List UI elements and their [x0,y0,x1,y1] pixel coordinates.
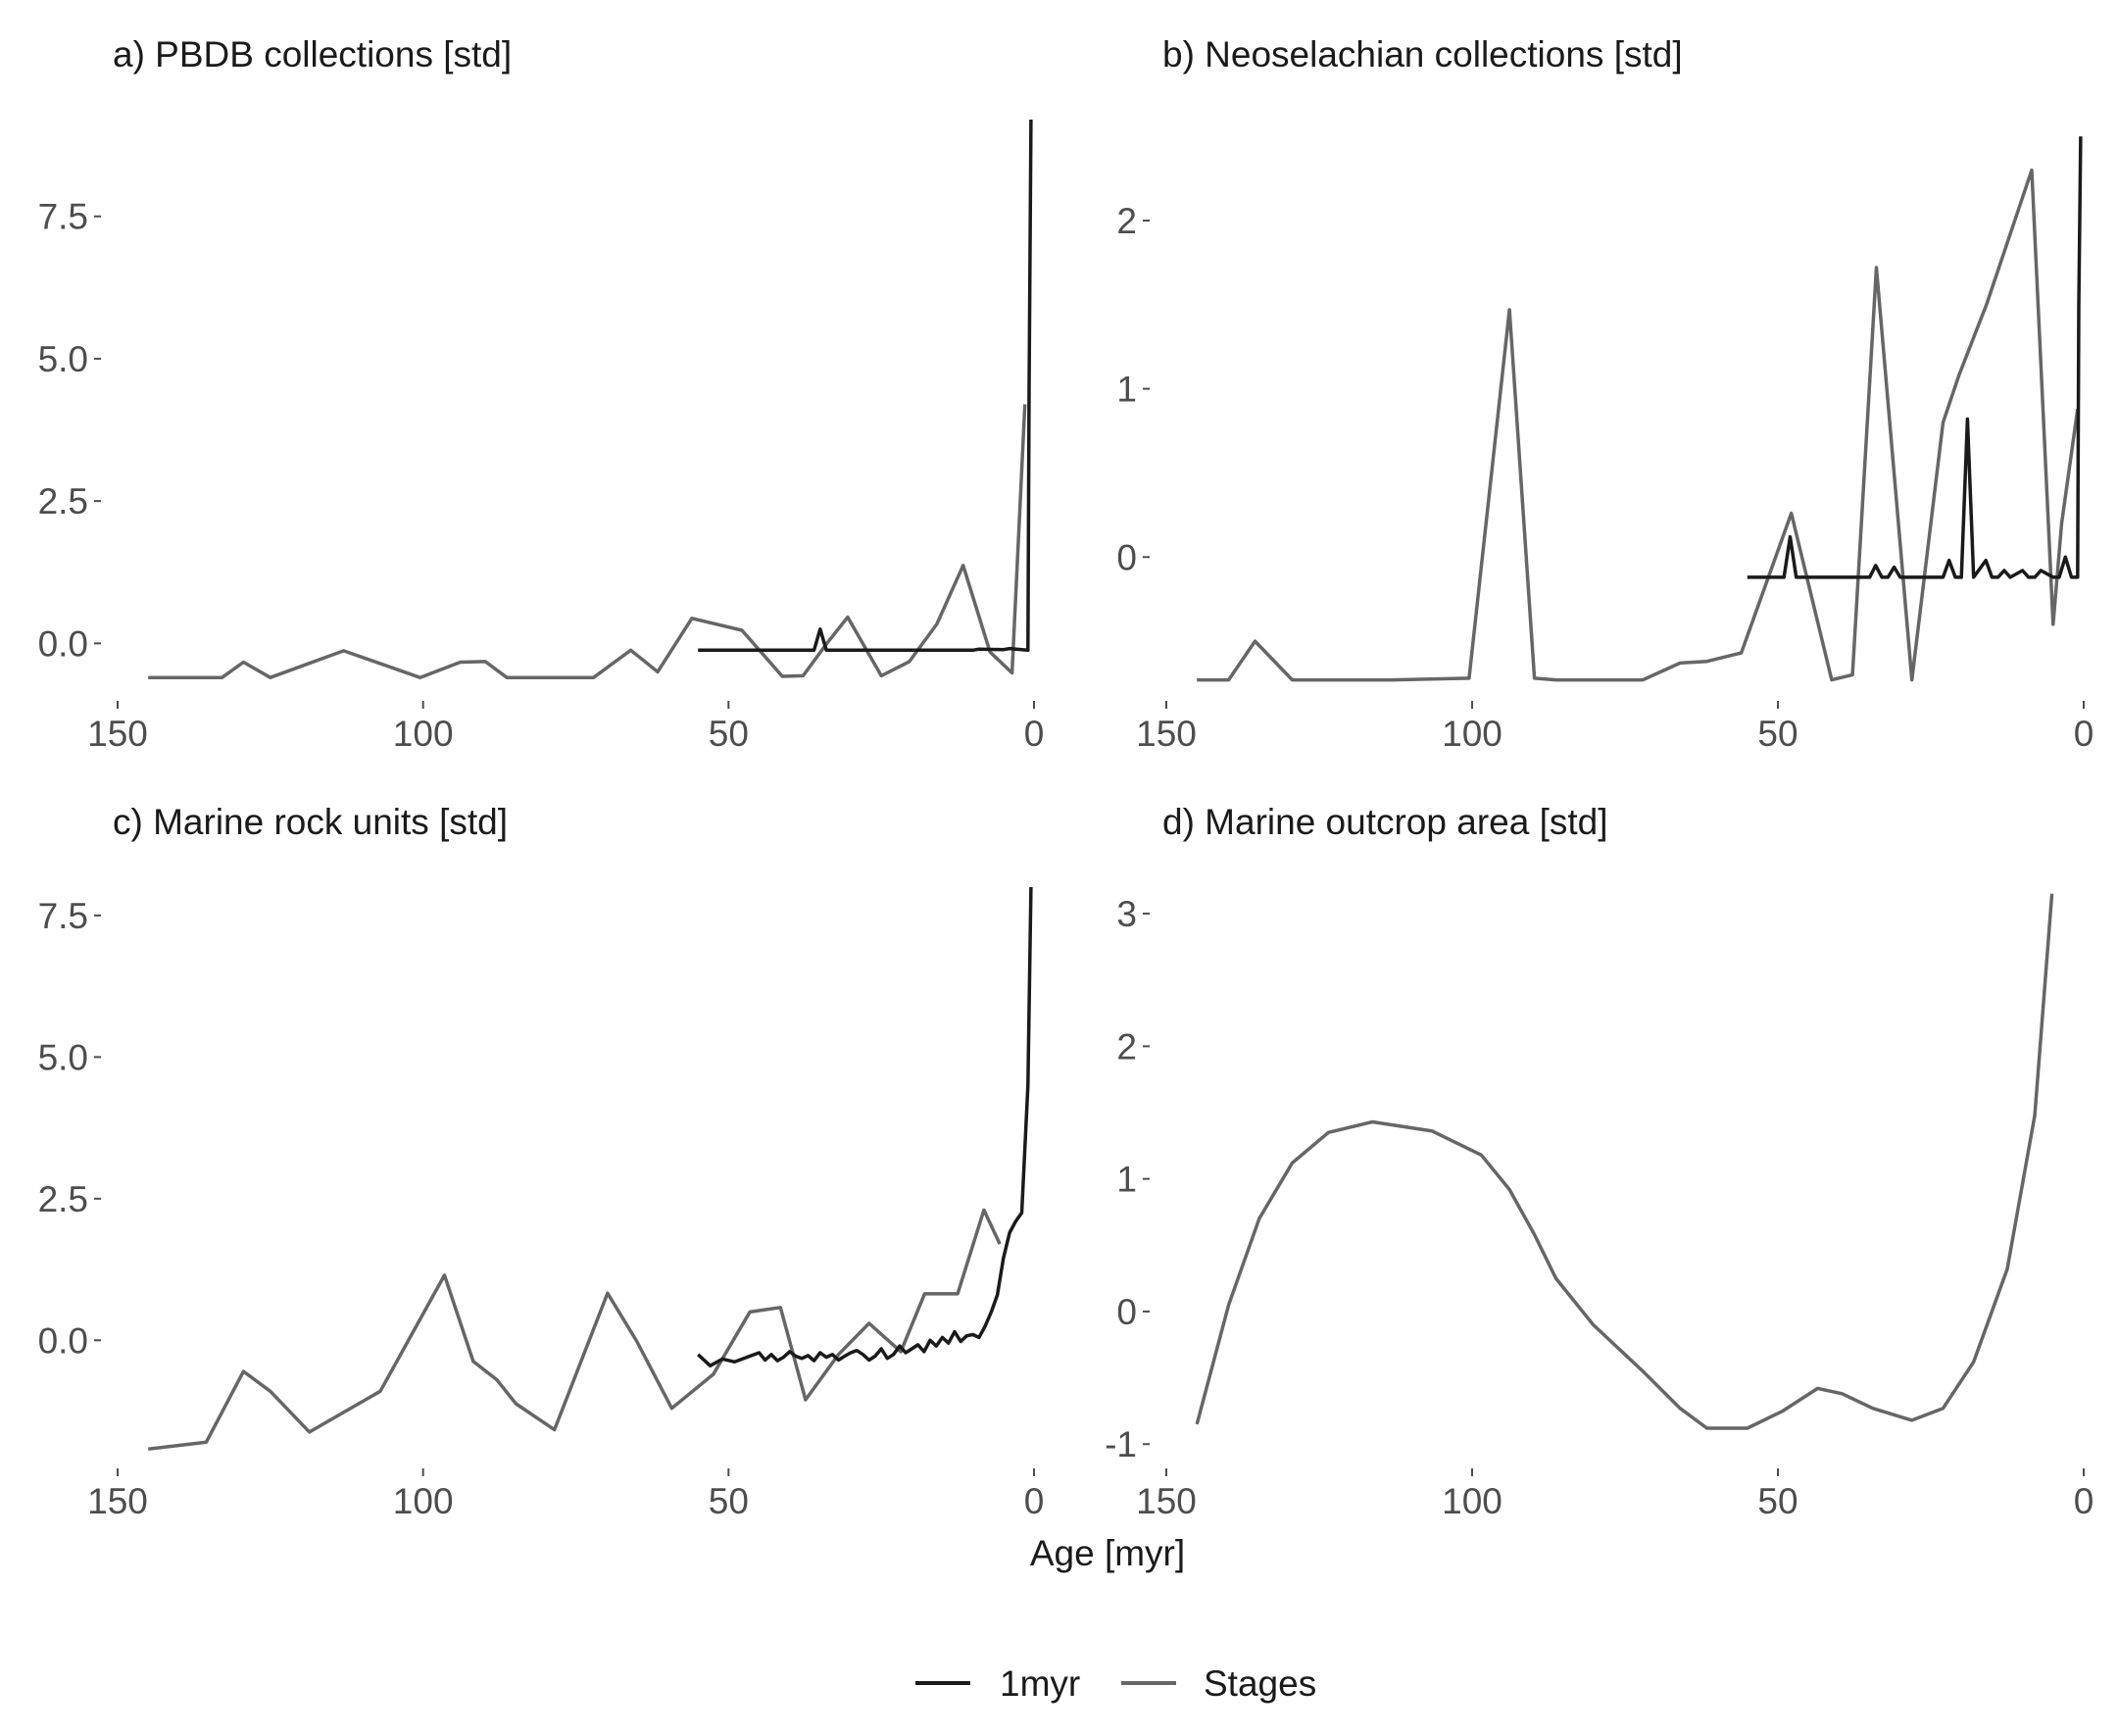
panel-a-y-tick-label: 0.0 [38,623,88,664]
panel-d-series [1195,893,2054,1430]
panel-d-x-tick-label: 50 [1757,1481,1798,1521]
panel-a-x-tick-label: 150 [87,714,148,754]
panel-c-y-tick-label: 2.5 [38,1179,88,1219]
panel-d-y-tick-label: 1 [1116,1160,1137,1200]
panel-a-y-tick-label: 2.5 [38,481,88,521]
panel-d-y-tick-label: -1 [1105,1424,1137,1464]
panel-c-y-tick-label: 0.0 [38,1320,88,1361]
panel-b-series-1myr [1747,136,2083,579]
panel-a-y-axis: 0.0 2.5 5.0 7.5 [38,197,101,664]
panel-b-y-axis: 0 1 2 [1116,201,1150,577]
panel-d-x-tick-label: 100 [1442,1481,1502,1521]
panel-d-y-axis: -1 0 1 2 3 [1105,894,1150,1464]
panel-c-x-tick-label: 0 [1024,1481,1045,1521]
panel-b: b) Neoselachian collections [std] 0 1 2 15… [1116,34,2093,754]
panel-b-series [1197,136,2083,682]
panel-a-series [148,119,1033,679]
panel-c-series [147,886,1033,1452]
panel-b-title: b) Neoselachian collections [std] [1162,34,1683,74]
panel-c: c) Marine rock units [std] 0.02.55.07.5 … [38,802,1045,1521]
legend-label-1myr: 1myr [1000,1663,1080,1704]
panel-d-title: d) Marine outcrop area [std] [1162,802,1608,842]
panel-b-y-tick-label: 1 [1116,370,1137,410]
panel-b-x-tick-label: 50 [1757,714,1798,754]
panel-a: a) PBDB collections [std] 0.0 2.5 5.0 7.5 1… [38,34,1045,754]
panel-d-series-stages [1195,893,2054,1430]
panel-c-x-axis: 150 100 50 0 [87,1468,1044,1521]
panel-a-series-1myr [698,119,1033,653]
panel-a-y-tick-label: 5.0 [38,339,88,379]
panel-a-x-tick-label: 0 [1024,714,1045,754]
panel-c-x-tick-label: 100 [393,1481,454,1521]
panel-b-x-tick-label: 150 [1136,714,1197,754]
panel-c-y-axis: 0.0 2.5 5.0 7.5 [38,896,101,1361]
panel-b-x-tick-label: 100 [1442,714,1502,754]
panel-a-y-tick-label: 7.5 [38,197,88,237]
panel-b-y-tick-label: 2 [1116,201,1137,241]
panel-c-y-tick-label: 5.0 [38,1037,88,1077]
panel-b-x-axis: 150 100 50 0 [1136,701,2093,754]
panel-a-x-tick-label: 50 [709,714,749,754]
panel-b-series-stages [1197,168,2080,682]
panel-d-y-tick-label: 0 [1116,1292,1137,1332]
panel-d-y-tick-label: 3 [1116,894,1137,934]
panel-c-series-1myr [697,886,1033,1368]
panel-c-y-tick-label: 7.5 [38,896,88,936]
x-axis-title: Age [myr] [1030,1533,1185,1573]
panel-c-title: c) Marine rock units [std] [113,802,508,842]
panel-a-series-stages [148,404,1027,679]
panel-d-x-tick-label: 150 [1136,1481,1197,1521]
panel-a-x-tick-label: 100 [393,714,454,754]
panel-c-x-tick-label: 50 [709,1481,749,1521]
panel-d-x-tick-label: 0 [2074,1481,2094,1521]
legend: 1myr Stages [915,1663,1316,1704]
panel-c-x-tick-label: 150 [87,1481,148,1521]
legend-label-stages: Stages [1204,1663,1316,1704]
panel-d-x-axis: 150 100 50 0 [1136,1468,2093,1521]
panel-c-series-stages [147,1208,1002,1452]
panel-a-title: a) PBDB collections [std] [113,34,512,74]
panel-a-x-axis: 150 100 50 0 [87,701,1044,754]
panel-d-y-tick-label: 2 [1116,1026,1137,1066]
panel-b-y-tick-label: 0 [1116,537,1137,577]
panel-b-x-tick-label: 0 [2074,714,2094,754]
